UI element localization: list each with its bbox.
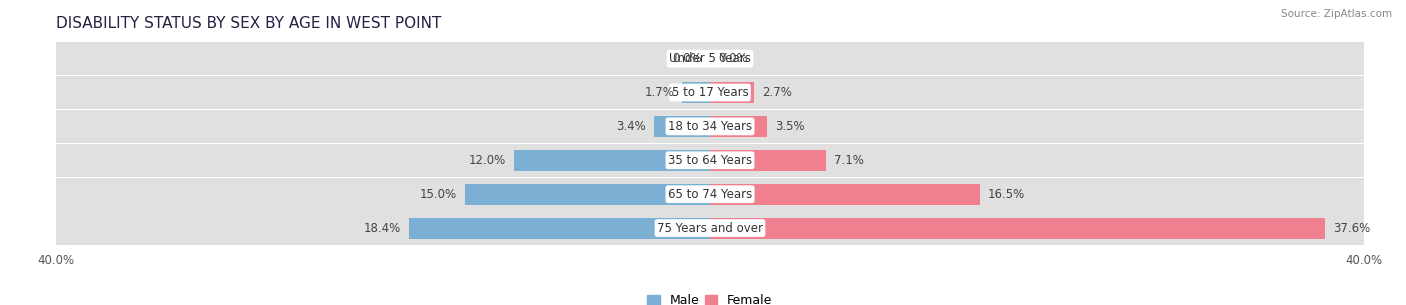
Bar — [56, 42, 1364, 75]
Text: 0.0%: 0.0% — [718, 52, 748, 65]
Text: 35 to 64 Years: 35 to 64 Years — [668, 154, 752, 167]
Bar — [682, 82, 710, 103]
Text: 0.0%: 0.0% — [672, 52, 702, 65]
Text: Under 5 Years: Under 5 Years — [669, 52, 751, 65]
Text: 1.7%: 1.7% — [644, 86, 673, 99]
Bar — [710, 217, 1324, 239]
Legend: Male, Female: Male, Female — [643, 289, 778, 305]
Text: 65 to 74 Years: 65 to 74 Years — [668, 188, 752, 201]
Bar — [56, 178, 1364, 211]
Text: 15.0%: 15.0% — [419, 188, 457, 201]
Bar — [56, 110, 1364, 143]
Bar — [710, 82, 754, 103]
Bar — [465, 184, 710, 205]
Text: 2.7%: 2.7% — [762, 86, 792, 99]
Text: 3.4%: 3.4% — [617, 120, 647, 133]
Text: 12.0%: 12.0% — [468, 154, 506, 167]
Text: 37.6%: 37.6% — [1333, 221, 1369, 235]
Bar — [515, 150, 710, 171]
Text: 18 to 34 Years: 18 to 34 Years — [668, 120, 752, 133]
Text: DISABILITY STATUS BY SEX BY AGE IN WEST POINT: DISABILITY STATUS BY SEX BY AGE IN WEST … — [56, 16, 441, 31]
Text: Source: ZipAtlas.com: Source: ZipAtlas.com — [1281, 9, 1392, 19]
Bar — [654, 116, 710, 137]
Text: 5 to 17 Years: 5 to 17 Years — [672, 86, 748, 99]
Text: 7.1%: 7.1% — [834, 154, 865, 167]
Bar — [710, 150, 827, 171]
Bar — [710, 184, 980, 205]
Bar — [710, 116, 768, 137]
Bar — [56, 76, 1364, 109]
Bar — [409, 217, 710, 239]
Bar — [56, 144, 1364, 177]
Bar — [56, 211, 1364, 245]
Text: 16.5%: 16.5% — [988, 188, 1025, 201]
Text: 3.5%: 3.5% — [776, 120, 806, 133]
Text: 75 Years and over: 75 Years and over — [657, 221, 763, 235]
Text: 18.4%: 18.4% — [364, 221, 401, 235]
